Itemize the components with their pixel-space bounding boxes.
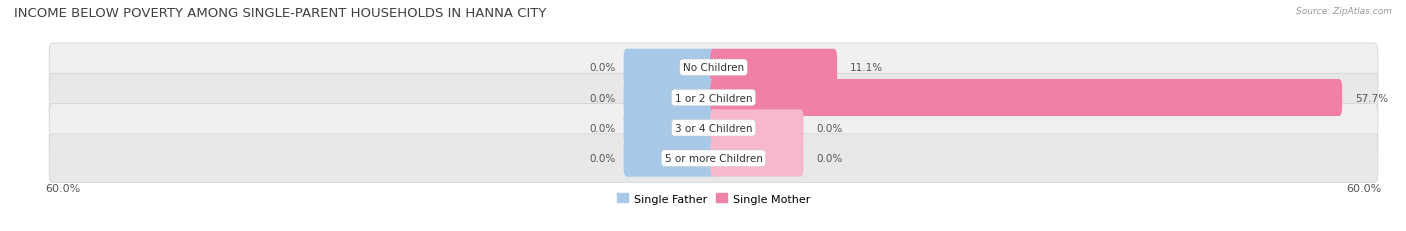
Text: 5 or more Children: 5 or more Children: [665, 153, 762, 163]
FancyBboxPatch shape: [49, 104, 1378, 152]
Text: Source: ZipAtlas.com: Source: ZipAtlas.com: [1296, 7, 1392, 16]
FancyBboxPatch shape: [624, 80, 717, 116]
FancyBboxPatch shape: [624, 140, 717, 177]
Text: 0.0%: 0.0%: [817, 153, 842, 163]
Text: No Children: No Children: [683, 63, 744, 73]
Text: 1 or 2 Children: 1 or 2 Children: [675, 93, 752, 103]
FancyBboxPatch shape: [49, 74, 1378, 122]
Text: 0.0%: 0.0%: [589, 153, 616, 163]
Text: 0.0%: 0.0%: [589, 63, 616, 73]
Text: 57.7%: 57.7%: [1355, 93, 1388, 103]
FancyBboxPatch shape: [624, 49, 717, 86]
FancyBboxPatch shape: [49, 134, 1378, 182]
Text: 0.0%: 0.0%: [817, 123, 842, 133]
FancyBboxPatch shape: [624, 110, 717, 147]
Legend: Single Father, Single Mother: Single Father, Single Mother: [613, 189, 814, 208]
Text: 0.0%: 0.0%: [589, 123, 616, 133]
Text: INCOME BELOW POVERTY AMONG SINGLE-PARENT HOUSEHOLDS IN HANNA CITY: INCOME BELOW POVERTY AMONG SINGLE-PARENT…: [14, 7, 547, 20]
FancyBboxPatch shape: [710, 49, 837, 86]
FancyBboxPatch shape: [49, 44, 1378, 92]
FancyBboxPatch shape: [710, 140, 803, 177]
Text: 0.0%: 0.0%: [589, 93, 616, 103]
FancyBboxPatch shape: [710, 80, 1343, 116]
Text: 3 or 4 Children: 3 or 4 Children: [675, 123, 752, 133]
FancyBboxPatch shape: [710, 110, 803, 147]
Text: 11.1%: 11.1%: [851, 63, 883, 73]
